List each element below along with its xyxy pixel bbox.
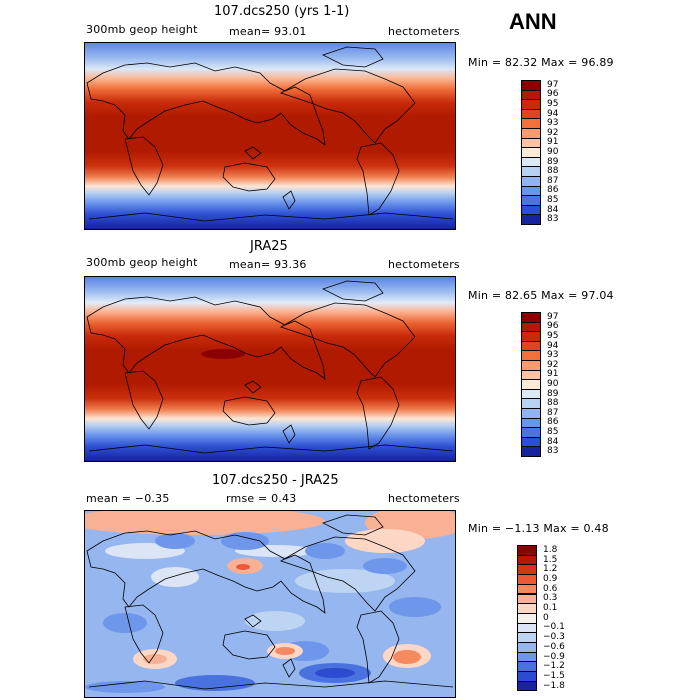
colorbar-level-label: 1.8: [543, 544, 558, 555]
panel-3-mean-label: mean = −0.35: [86, 492, 170, 505]
colorbar-level-label: −1.2: [543, 661, 565, 672]
panel-3-title: 107.dcs250 - JRA25: [212, 473, 339, 488]
colorbar-level-label: 90: [547, 147, 559, 157]
colorbar-level-label: 87: [547, 175, 559, 186]
colorbar-level-label: 0.1: [543, 603, 558, 614]
colorbar-level-label: 90: [547, 379, 559, 389]
panel-1-mean-label: mean= 93.01: [229, 25, 307, 38]
colorbar-level-label: 84: [547, 436, 559, 447]
colorbar-level-label: 93: [547, 118, 559, 129]
colorbar-level-label: 89: [547, 388, 559, 399]
panel-2-mean-label: mean= 93.36: [229, 258, 307, 271]
colorbar-level-label: 1.5: [543, 554, 558, 565]
colorbar-level-label: −0.9: [543, 651, 565, 662]
colorbar-level-label: 88: [547, 166, 559, 177]
colorbar-level-label: 84: [547, 204, 559, 215]
panel-2-map: [84, 276, 456, 462]
panel-3-colorbar: 1.8 1.5 1.2 0.9 0.6 0.3 0.1 0 −0.1 −0.3 −0.6 −0.9 −1…: [517, 545, 577, 693]
colorbar-level-label: 96: [547, 89, 559, 100]
colorbar-level-label: 0.3: [543, 593, 558, 604]
colorbar-level-label: 93: [547, 350, 559, 361]
colorbar-level-label: 1.2: [543, 564, 558, 575]
panel-3-map: [84, 510, 456, 698]
colorbar-level-label: 0.9: [543, 573, 558, 584]
colorbar-level-label: 92: [547, 127, 559, 138]
panel-1-units-label: hectometers: [388, 25, 460, 38]
colorbar-swatch: [521, 214, 541, 225]
colorbar-level-label: 85: [547, 427, 559, 437]
season-label: ANN: [509, 9, 557, 34]
colorbar-level-label: 0.6: [543, 583, 558, 594]
panel-2-units-label: hectometers: [388, 258, 460, 271]
colorbar-level-label: 97: [547, 311, 559, 322]
colorbar-level-label: −0.3: [543, 632, 565, 643]
panel-1-map: [84, 42, 456, 230]
panel-1-minmax-label: Min = 82.32 Max = 96.89: [468, 56, 614, 69]
colorbar-level-label: 92: [547, 359, 559, 370]
panel-2-variable-label: 300mb geop height: [86, 256, 198, 269]
panel-1-variable-label: 300mb geop height: [86, 23, 198, 36]
panel-3-rmse-label: rmse = 0.43: [226, 492, 297, 505]
colorbar-level-label: −1.8: [543, 680, 565, 691]
colorbar-level-label: 85: [547, 195, 559, 205]
colorbar-level-label: 96: [547, 321, 559, 332]
panel-3-minmax-label: Min = −1.13 Max = 0.48: [468, 522, 609, 535]
colorbar-level-label: 88: [547, 398, 559, 409]
colorbar-level-label: 95: [547, 331, 559, 341]
colorbar-level-label: −0.6: [543, 641, 565, 652]
colorbar-level-label: 94: [547, 108, 559, 119]
colorbar-level-label: 97: [547, 79, 559, 90]
colorbar-swatch: [517, 680, 537, 692]
panel-3-units-label: hectometers: [388, 492, 460, 505]
colorbar-level-label: 83: [547, 446, 559, 457]
colorbar-level-label: −1.5: [543, 670, 565, 681]
colorbar-swatch: [521, 446, 541, 457]
colorbar-level-label: 94: [547, 340, 559, 351]
colorbar-level-label: 83: [547, 214, 559, 225]
colorbar-level-label: 91: [547, 137, 559, 148]
colorbar-level-label: 89: [547, 156, 559, 167]
colorbar-level-label: −0.1: [543, 622, 565, 633]
colorbar-level-label: 95: [547, 99, 559, 109]
panel-1-colorbar: 97 96 95 94 93 92 91 90 89 88 87 86 85 84 83: [521, 80, 581, 226]
panel-1-title: 107.dcs250 (yrs 1-1): [214, 4, 350, 19]
panel-2-colorbar: 97 96 95 94 93 92 91 90 89 88 87 86 85 84 83: [521, 312, 581, 458]
colorbar-level-label: 87: [547, 407, 559, 418]
colorbar-level-label: 86: [547, 417, 559, 428]
panel-2-minmax-label: Min = 82.65 Max = 97.04: [468, 289, 614, 302]
panel-2-title: JRA25: [250, 239, 288, 254]
colorbar-level-label: 91: [547, 369, 559, 380]
colorbar-level-label: 86: [547, 185, 559, 196]
colorbar-level-label: 0: [543, 612, 549, 623]
